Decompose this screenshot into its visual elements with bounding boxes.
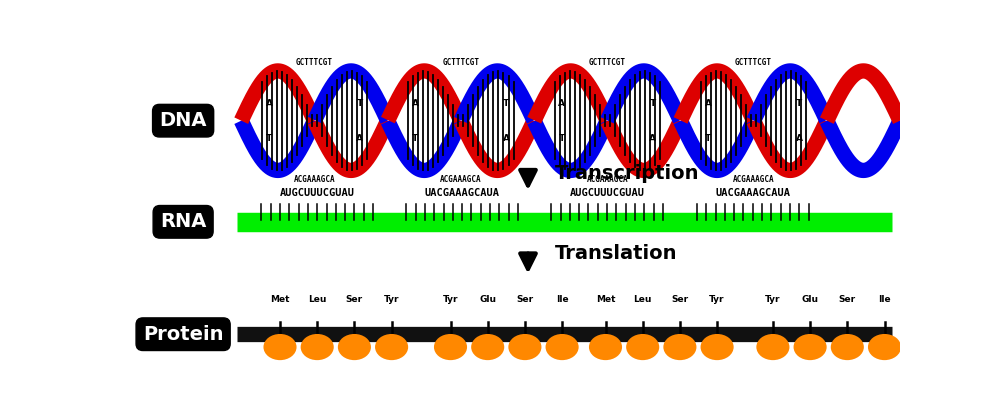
Text: T: T xyxy=(266,133,272,143)
Text: Ser: Ser xyxy=(839,295,856,304)
Ellipse shape xyxy=(339,335,370,359)
Text: GCTTTCGT: GCTTTCGT xyxy=(589,58,626,67)
Text: ACGAAAGCA: ACGAAAGCA xyxy=(586,176,628,184)
Text: T: T xyxy=(559,133,565,143)
Text: T: T xyxy=(357,99,363,108)
Text: Tyr: Tyr xyxy=(709,295,725,304)
Text: Ile: Ile xyxy=(556,295,568,304)
Text: AUGCUUUCGUAU: AUGCUUUCGUAU xyxy=(570,188,645,198)
Ellipse shape xyxy=(376,335,407,359)
Text: A: A xyxy=(356,133,363,143)
Text: GCTTTCGT: GCTTTCGT xyxy=(735,58,772,67)
Text: T: T xyxy=(503,99,509,108)
Ellipse shape xyxy=(590,335,621,359)
Text: ACGAAAGCA: ACGAAAGCA xyxy=(733,176,774,184)
Text: A: A xyxy=(412,99,419,108)
Text: Transcription: Transcription xyxy=(555,164,700,183)
Text: RNA: RNA xyxy=(160,212,206,231)
Text: Met: Met xyxy=(270,295,290,304)
Ellipse shape xyxy=(627,335,658,359)
Text: A: A xyxy=(266,99,273,108)
Text: AUGCUUUCGUAU: AUGCUUUCGUAU xyxy=(280,188,355,198)
Text: Leu: Leu xyxy=(634,295,652,304)
Text: A: A xyxy=(795,133,802,143)
Ellipse shape xyxy=(795,335,826,359)
Text: A: A xyxy=(705,99,712,108)
Text: Translation: Translation xyxy=(555,244,678,264)
Text: Tyr: Tyr xyxy=(765,295,781,304)
Text: Ser: Ser xyxy=(671,295,688,304)
Ellipse shape xyxy=(869,335,900,359)
Text: A: A xyxy=(649,133,656,143)
Text: Ser: Ser xyxy=(516,295,533,304)
Ellipse shape xyxy=(664,335,695,359)
Text: GCTTTCGT: GCTTTCGT xyxy=(442,58,479,67)
Text: Tyr: Tyr xyxy=(443,295,458,304)
Text: ACGAAAGCA: ACGAAAGCA xyxy=(440,176,482,184)
Text: Ile: Ile xyxy=(878,295,891,304)
Text: UACGAAAGCAUA: UACGAAAGCAUA xyxy=(715,188,790,198)
Text: T: T xyxy=(649,99,656,108)
Text: Protein: Protein xyxy=(143,325,223,344)
Ellipse shape xyxy=(832,335,863,359)
Text: Ser: Ser xyxy=(346,295,363,304)
Text: DNA: DNA xyxy=(159,111,207,130)
Text: Leu: Leu xyxy=(308,295,326,304)
Text: Met: Met xyxy=(596,295,615,304)
Text: UACGAAAGCAUA: UACGAAAGCAUA xyxy=(425,188,500,198)
Text: Glu: Glu xyxy=(479,295,496,304)
Text: A: A xyxy=(558,99,565,108)
Ellipse shape xyxy=(702,335,733,359)
Ellipse shape xyxy=(435,335,466,359)
Text: Tyr: Tyr xyxy=(384,295,399,304)
Ellipse shape xyxy=(509,335,540,359)
Ellipse shape xyxy=(757,335,788,359)
Text: T: T xyxy=(705,133,711,143)
Text: A: A xyxy=(503,133,510,143)
Text: Glu: Glu xyxy=(802,295,819,304)
Ellipse shape xyxy=(302,335,333,359)
Text: T: T xyxy=(412,133,419,143)
Ellipse shape xyxy=(264,335,296,359)
Ellipse shape xyxy=(472,335,503,359)
Ellipse shape xyxy=(547,335,578,359)
Text: ACGAAAGCA: ACGAAAGCA xyxy=(294,176,335,184)
Text: T: T xyxy=(796,99,802,108)
Text: GCTTTCGT: GCTTTCGT xyxy=(296,58,333,67)
